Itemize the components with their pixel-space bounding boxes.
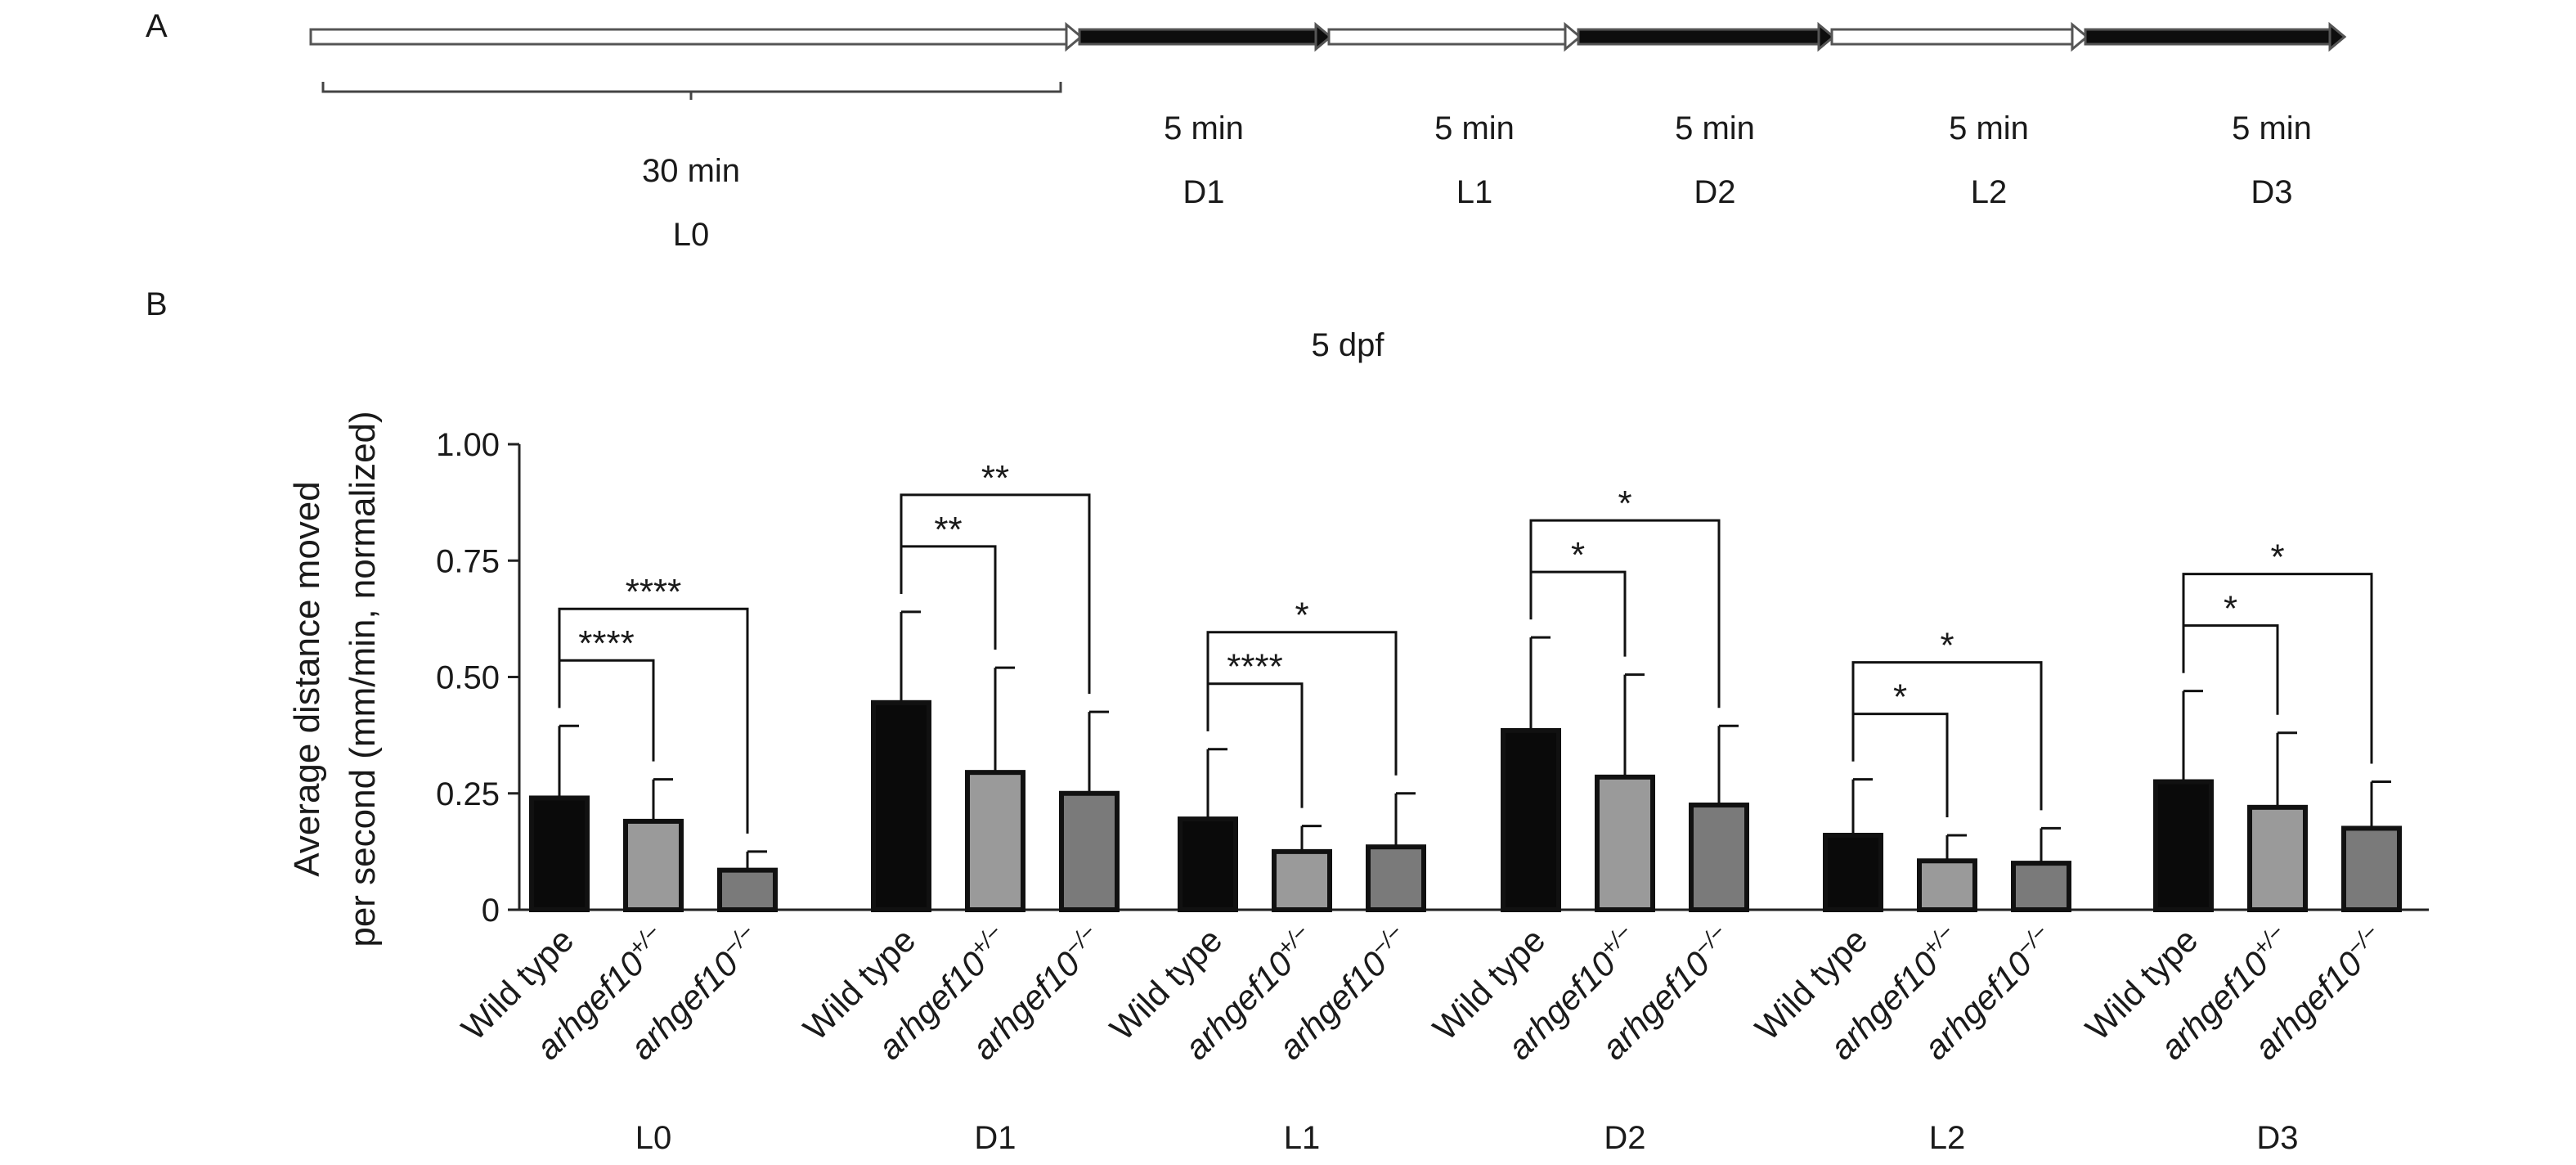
- significance-bracket: [1529, 570, 1627, 657]
- y-tick-label: 0.50: [436, 660, 500, 696]
- x-category-superscript: +/−: [2247, 919, 2289, 960]
- timeline-duration-d3: 5 min: [2232, 110, 2312, 146]
- timeline-phase-d1: D1: [1183, 174, 1224, 210]
- significance-bracket: [1206, 682, 1304, 808]
- group-label-l2: L2: [1929, 1120, 1966, 1156]
- significance-label: *: [2270, 538, 2284, 578]
- y-tick-label: 0.25: [436, 776, 500, 812]
- significance-bracket: [558, 659, 655, 762]
- x-category-superscript: +/−: [1595, 919, 1636, 960]
- bar-l0-2: [717, 867, 778, 913]
- x-category-superscript: −/−: [1059, 919, 1101, 960]
- group-label-d1: D1: [974, 1120, 1016, 1156]
- x-category-superscript: +/−: [1272, 919, 1313, 960]
- bar-d3-1: [2247, 804, 2308, 913]
- bar-d1-0: [871, 699, 931, 912]
- panel-a-label: A: [146, 8, 168, 44]
- x-category-superscript: +/−: [623, 919, 665, 960]
- panel-b-label: B: [146, 286, 168, 322]
- significance-label: **: [934, 510, 962, 550]
- group-label-l0: L0: [635, 1120, 672, 1156]
- significance-bracket: [1206, 631, 1398, 776]
- significance-bracket: [558, 607, 749, 834]
- bar-d2-1: [1595, 774, 1655, 913]
- timeline-bar-l2: [1830, 28, 2076, 46]
- timeline: 30 min L0 5 min D1 5 min L1 5 min D2 5 min L2 5 mi…: [309, 21, 2347, 253]
- significance-label: ****: [578, 623, 635, 663]
- significance-bracket: [900, 545, 997, 650]
- significance-bracket: [2182, 573, 2373, 764]
- y-axis-title: Average distance moved per second (mm/mi…: [287, 411, 383, 947]
- timeline-phase-l1: L1: [1456, 174, 1493, 210]
- significance-bracket: [1851, 661, 2043, 811]
- chart-title: 5 dpf: [1312, 327, 1385, 363]
- significance-bracket: [2182, 624, 2279, 715]
- significance-bracket: [900, 493, 1091, 695]
- bar-l0-0: [529, 795, 590, 912]
- timeline-duration-l2: 5 min: [1949, 110, 2029, 146]
- x-category-superscript: −/−: [1689, 919, 1730, 960]
- timeline-arrowhead-d3: [2328, 21, 2347, 52]
- y-tick-label: 1.00: [436, 427, 500, 463]
- timeline-arrowhead-d1: [1314, 21, 1333, 52]
- bar-l2-2: [2011, 861, 2071, 912]
- timeline-phase-d2: D2: [1694, 174, 1735, 210]
- timeline-bar-l0: [309, 28, 1070, 46]
- bar-l2-1: [1917, 858, 1977, 913]
- significance-label: **: [981, 458, 1009, 498]
- significance-bracket: [1529, 519, 1721, 708]
- bar-d3-2: [2341, 825, 2402, 912]
- significance-label: *: [1295, 596, 1308, 636]
- x-category-superscript: −/−: [1366, 919, 1407, 960]
- significance-label: ****: [1227, 647, 1283, 687]
- group-label-l1: L1: [1284, 1120, 1321, 1156]
- timeline-phase-l2: L2: [1971, 174, 2008, 210]
- timeline-duration-d1: 5 min: [1164, 110, 1244, 146]
- bar-l2-0: [1823, 832, 1883, 913]
- group-label-d3: D3: [2256, 1120, 2298, 1156]
- group-label-d2: D2: [1604, 1120, 1645, 1156]
- bar-l1-1: [1272, 848, 1332, 912]
- timeline-duration-d2: 5 min: [1675, 110, 1755, 146]
- timeline-l0-bracket: [321, 82, 1062, 100]
- significance-label: *: [1571, 535, 1585, 575]
- bar-l0-1: [623, 818, 684, 913]
- significance-bracket: [1851, 713, 1949, 817]
- x-category-superscript: +/−: [1917, 919, 1959, 960]
- timeline-bar-d1: [1078, 28, 1319, 46]
- timeline-bar-l1: [1327, 28, 1568, 46]
- bar-l1-0: [1178, 816, 1238, 912]
- y-axis-title-line1: Average distance moved: [287, 481, 327, 876]
- timeline-arrowhead-d2: [1817, 21, 1836, 52]
- significance-label: ****: [626, 572, 682, 612]
- x-category-superscript: −/−: [2011, 919, 2053, 960]
- timeline-duration-l0: 30 min: [642, 153, 740, 189]
- bar-l1-2: [1366, 844, 1426, 913]
- x-category-superscript: −/−: [717, 919, 759, 960]
- bar-d2-2: [1689, 802, 1749, 912]
- x-category-superscript: −/−: [2341, 919, 2383, 960]
- significance-label: *: [2224, 589, 2237, 629]
- significance-label: *: [1940, 626, 1954, 666]
- y-axis-title-line2: per second (mm/min, normalized): [343, 411, 383, 947]
- timeline-arrowhead-l2: [2071, 21, 2089, 52]
- timeline-bar-d3: [2084, 28, 2333, 46]
- timeline-arrowhead-l1: [1564, 21, 1582, 52]
- timeline-phase-d3: D3: [2251, 174, 2292, 210]
- significance-label: *: [1893, 677, 1907, 717]
- y-tick-label: 0: [482, 893, 500, 929]
- timeline-bar-d2: [1577, 28, 1822, 46]
- bar-d2-0: [1501, 727, 1561, 912]
- timeline-phase-l0: L0: [673, 217, 710, 253]
- significance-label: *: [1618, 484, 1631, 524]
- bar-d3-0: [2153, 779, 2214, 913]
- bar-d1-2: [1059, 790, 1120, 912]
- timeline-duration-l1: 5 min: [1434, 110, 1515, 146]
- y-tick-label: 0.75: [436, 543, 500, 579]
- timeline-arrowhead-l0: [1065, 21, 1084, 52]
- x-category-superscript: +/−: [965, 919, 1007, 960]
- bar-d1-1: [965, 770, 1025, 913]
